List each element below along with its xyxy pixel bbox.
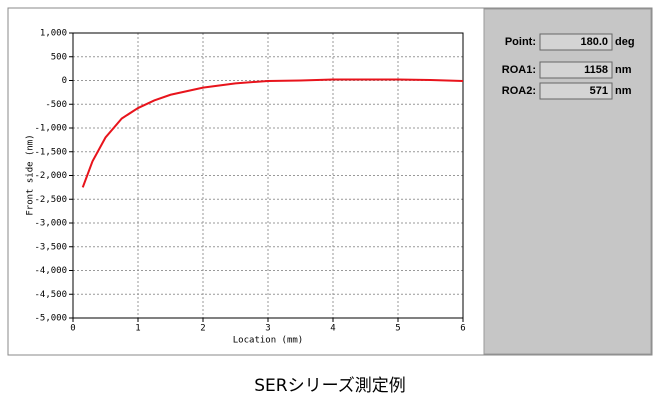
field-box — [539, 82, 613, 100]
y-axis-label: Front side (nm) — [26, 134, 36, 215]
y-tick-label: -3,000 — [34, 219, 67, 229]
field-box — [539, 33, 613, 51]
x-tick-label: 4 — [330, 324, 335, 334]
x-tick-label: 0 — [70, 324, 75, 334]
y-tick-label: -2,500 — [34, 195, 67, 205]
y-tick-label: -1,000 — [34, 124, 67, 134]
info-panel — [483, 8, 652, 355]
caption: SERシリーズ測定例 — [254, 376, 406, 396]
plot-border — [72, 32, 464, 319]
field-box — [539, 61, 613, 79]
y-tick-label: -2,000 — [34, 171, 67, 181]
field-value: 571 — [590, 85, 608, 97]
x-tick-label: 5 — [395, 324, 400, 334]
field-label: ROA1: — [502, 64, 536, 76]
y-tick-label: 500 — [51, 52, 67, 62]
x-tick-label: 6 — [460, 324, 465, 334]
y-tick-label: -4,500 — [34, 290, 67, 300]
y-tick-label: -3,500 — [34, 242, 67, 252]
y-tick-label: -500 — [45, 100, 67, 110]
y-tick-label: 0 — [62, 76, 67, 86]
data-line — [81, 78, 464, 188]
field-label: Point: — [505, 36, 536, 48]
x-tick-label: 3 — [265, 324, 270, 334]
field-value: 1158 — [584, 64, 608, 76]
field-unit: nm — [615, 85, 632, 97]
field-value: 180.0 — [580, 36, 608, 48]
y-tick-label: 1,000 — [40, 29, 67, 39]
y-tick-label: -4,000 — [34, 266, 67, 276]
y-tick-label: -1,500 — [34, 147, 67, 157]
y-tick-label: -5,000 — [34, 314, 67, 324]
x-axis-label: Location (mm) — [233, 336, 303, 346]
field-unit: nm — [615, 64, 632, 76]
field-label: ROA2: — [502, 85, 536, 97]
x-tick-label: 2 — [200, 324, 205, 334]
x-tick-label: 1 — [135, 324, 140, 334]
field-unit: deg — [615, 36, 635, 48]
plot-area — [72, 32, 464, 319]
